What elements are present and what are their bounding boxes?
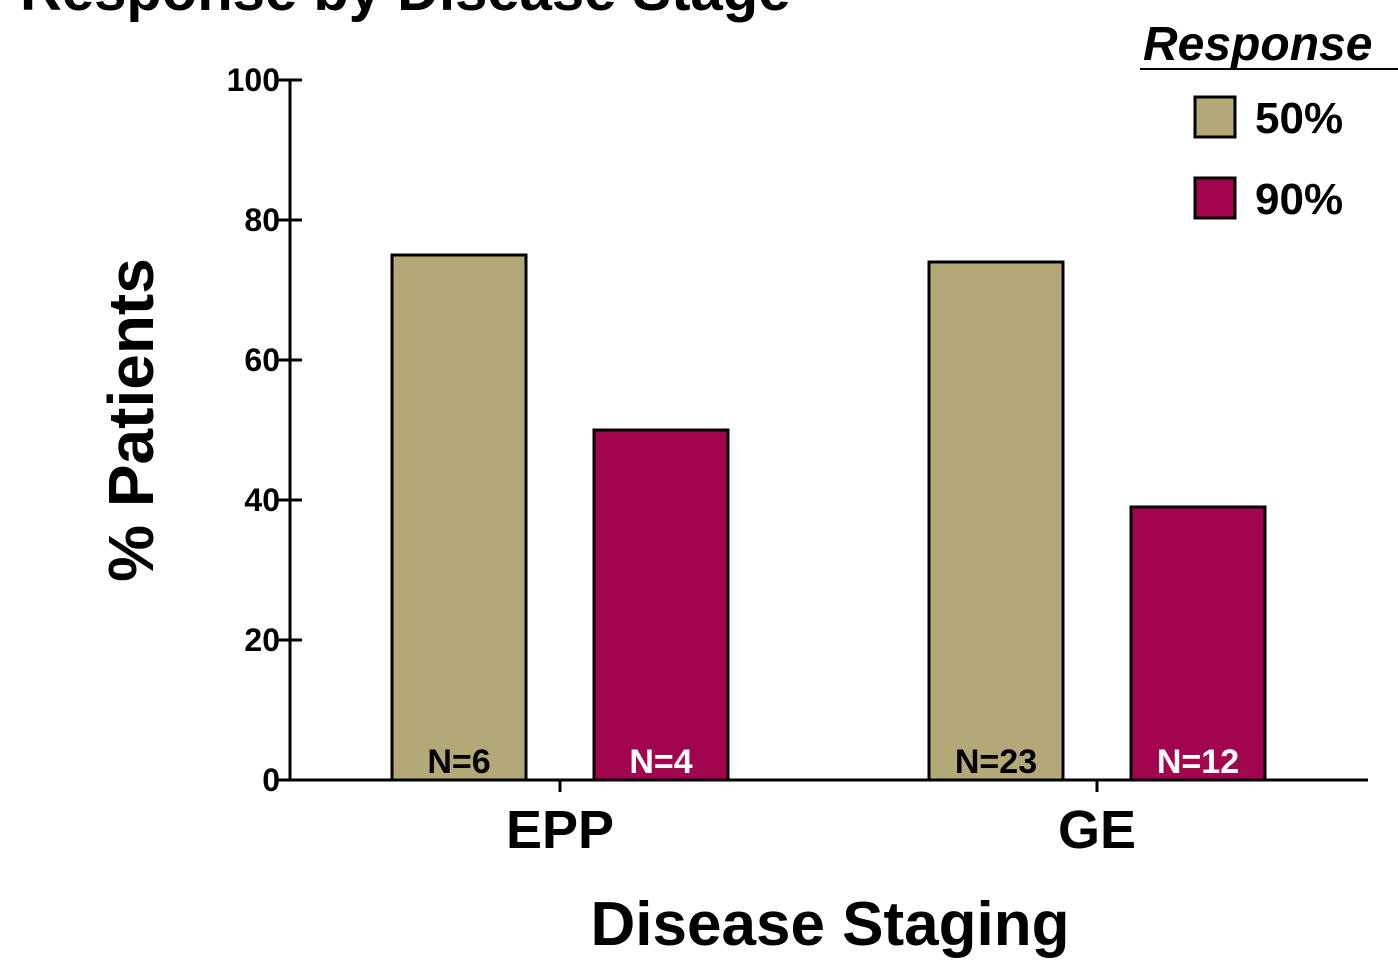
- legend-label: 50%: [1255, 94, 1343, 143]
- bar-epp-series-2: [592, 428, 730, 782]
- legend-title: Response: [1143, 18, 1372, 71]
- x-axis-label: Disease Staging: [591, 890, 1070, 959]
- bar-data-label: N=12: [1157, 743, 1239, 781]
- y-tick-label: 40: [244, 482, 280, 518]
- y-tick-label: 20: [244, 622, 280, 658]
- legend-swatch-series-1: [1193, 95, 1237, 139]
- plot-area: N=6 N=23 N=4 N=12 0 20 40 60 80 100 EPP GE: [227, 62, 1368, 860]
- y-tick-label: 100: [227, 62, 280, 98]
- bar-ge-series-1: [927, 260, 1065, 782]
- y-axis-label: % Patients: [95, 258, 167, 582]
- bar-data-label: N=6: [427, 743, 490, 781]
- bar-data-label: N=23: [955, 743, 1037, 781]
- x-tick-label: GE: [1058, 800, 1136, 860]
- y-tick-label: 60: [244, 342, 280, 378]
- legend-swatch-series-2: [1193, 176, 1237, 220]
- bar-epp-series-1: [390, 253, 528, 782]
- legend-label: 90%: [1255, 175, 1343, 224]
- bar-ge-series-2: [1129, 505, 1267, 782]
- bar-data-label: N=4: [629, 743, 692, 781]
- y-tick-label: 80: [244, 202, 280, 238]
- x-tick-label: EPP: [506, 800, 614, 860]
- chart-title: Response by Disease Stage: [20, 0, 790, 23]
- y-tick-label: 0: [262, 762, 280, 798]
- legend: Response 50% 90%: [1140, 18, 1398, 224]
